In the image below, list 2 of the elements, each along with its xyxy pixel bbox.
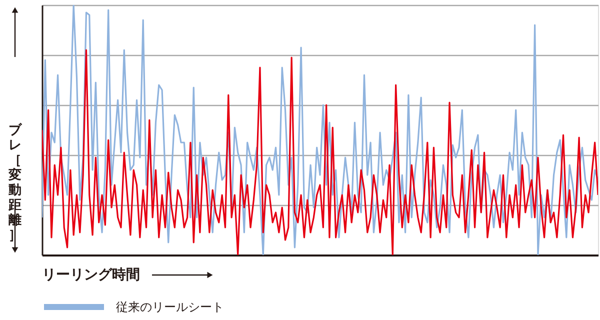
legend-label: 従来のリールシート [116,300,224,314]
x-axis-title: リーリング時間 [42,267,140,283]
